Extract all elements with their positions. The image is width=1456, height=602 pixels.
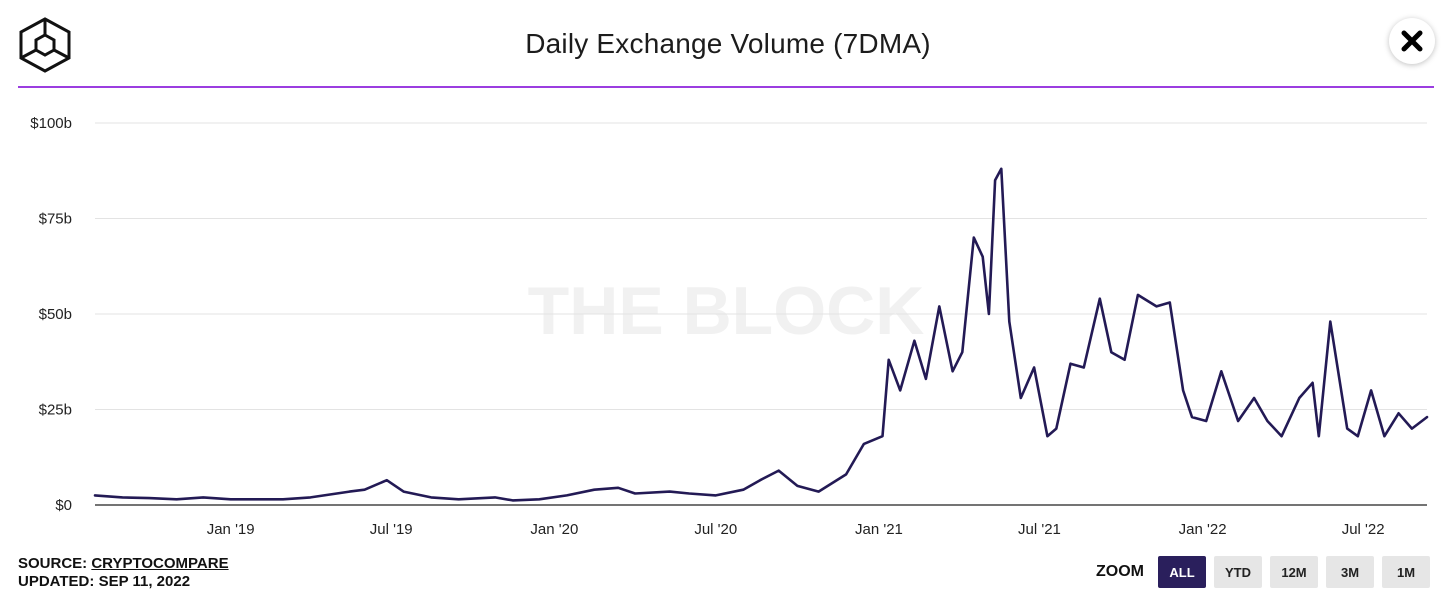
source-label: SOURCE:: [18, 555, 88, 572]
cube-logo-icon: [19, 17, 71, 73]
zoom-all-button[interactable]: ALL: [1158, 556, 1206, 588]
zoom-12m-button[interactable]: 12M: [1270, 556, 1318, 588]
x-tick-label: Jan '22: [1179, 521, 1227, 538]
source-info: SOURCE: CRYPTOCOMPARE UPDATED: SEP 11, 2…: [18, 555, 229, 591]
y-tick-label: $25b: [39, 402, 72, 419]
line-chart: THE BLOCK $0 $25b $50b $75b $100b Jan '19 Jul '…: [30, 115, 1429, 538]
x-tick-label: Jul '20: [694, 521, 737, 538]
zoom-3m-button[interactable]: 3M: [1326, 556, 1374, 588]
zoom-ytd-button[interactable]: YTD: [1214, 556, 1262, 588]
zoom-controls: ZOOM ALL YTD 12M 3M 1M: [1096, 556, 1430, 588]
chart-title: Daily Exchange Volume (7DMA): [525, 28, 931, 59]
x-tick-label: Jan '20: [530, 521, 578, 538]
header-divider: [18, 86, 1434, 88]
chart-header: Daily Exchange Volume (7DMA): [0, 0, 1456, 88]
close-icon: [1401, 30, 1423, 52]
watermark-text: THE BLOCK: [528, 273, 925, 349]
x-tick-label: Jan '19: [207, 521, 255, 538]
zoom-1m-button[interactable]: 1M: [1382, 556, 1430, 588]
y-tick-label: $100b: [30, 115, 72, 132]
volume-series-line: [93, 167, 1429, 502]
y-tick-label: $50b: [39, 306, 72, 323]
x-tick-label: Jul '22: [1342, 521, 1385, 538]
updated-label: UPDATED:: [18, 573, 95, 590]
source-link[interactable]: CRYPTOCOMPARE: [91, 555, 229, 572]
updated-date: SEP 11, 2022: [98, 573, 191, 590]
x-tick-label: Jul '19: [370, 521, 413, 538]
x-tick-label: Jan '21: [855, 521, 903, 538]
close-button[interactable]: [1389, 18, 1435, 64]
zoom-label: ZOOM: [1096, 563, 1144, 580]
y-tick-label: $0: [55, 497, 72, 514]
y-tick-label: $75b: [39, 211, 72, 228]
x-tick-label: Jul '21: [1018, 521, 1061, 538]
